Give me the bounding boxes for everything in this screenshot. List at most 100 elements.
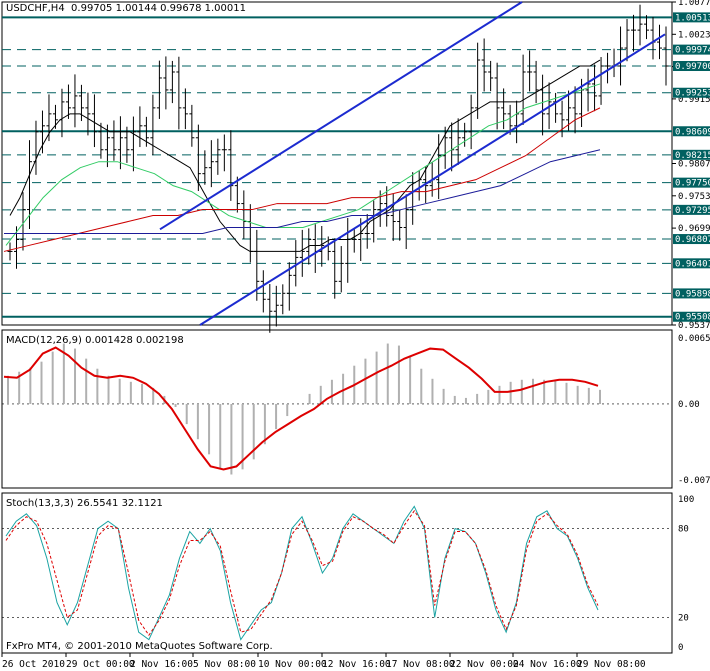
price-bar — [247, 204, 253, 263]
price-bar — [72, 74, 78, 128]
price-bar — [605, 52, 611, 84]
price-bar — [468, 94, 474, 150]
price-bar — [514, 100, 520, 144]
price-bar — [104, 124, 110, 168]
window-title-row: USDCHF,H4 0.99705 1.00144 0.99678 1.0001… — [6, 3, 246, 14]
price-bar — [644, 15, 650, 40]
price-bar — [273, 285, 279, 327]
level-label: 0.96807 — [675, 235, 710, 245]
ma-green-line — [5, 83, 601, 246]
level-box — [673, 61, 710, 72]
price-y-tick-label: 1.00770 — [678, 0, 710, 8]
ohlc-values: 0.99705 1.00144 0.99678 1.00011 — [71, 3, 246, 14]
price-bar — [215, 138, 221, 175]
level-box — [673, 288, 710, 299]
level-box — [673, 258, 710, 269]
price-bar — [124, 126, 130, 163]
price-bar — [618, 26, 624, 86]
level-box — [673, 234, 710, 245]
level-box — [673, 177, 710, 188]
level-label: 0.96401 — [675, 259, 710, 269]
channel-upper-trendline — [159, 1, 523, 231]
price-bar — [195, 124, 201, 192]
stoch-label-row: Stoch(13,3,3) 26.5541 32.1121 — [6, 498, 163, 509]
price-bar — [455, 118, 461, 165]
price-bar — [462, 122, 468, 147]
price-bar — [657, 24, 663, 60]
price-bar — [260, 270, 266, 313]
stoch-y-tick-label: 80 — [678, 525, 689, 535]
price-bar — [527, 50, 533, 92]
price-bar — [533, 60, 539, 104]
x-tick-label: 17 Nov 08:00 — [386, 659, 455, 670]
level-label: 0.98215 — [675, 151, 710, 161]
macd-name: MACD(12,26,9) — [6, 335, 82, 346]
price-bar — [156, 60, 162, 119]
price-bar — [98, 122, 104, 159]
level-box — [673, 44, 710, 55]
macd-signal-line — [3, 346, 599, 471]
level-label: 0.99700 — [675, 62, 710, 72]
stoch-name: Stoch(13,3,3) — [6, 498, 74, 509]
price-bar — [117, 116, 123, 170]
level-label: 0.95508 — [675, 313, 710, 323]
stoch-values: 26.5541 32.1121 — [77, 498, 163, 509]
price-bar — [631, 14, 637, 52]
macd-y-tick-label: -0.00755 — [678, 476, 710, 486]
price-bar — [572, 86, 578, 134]
ma-blue-line — [4, 149, 601, 234]
symbol-title: USDCHF,H4 — [6, 3, 65, 14]
price-bar — [137, 106, 143, 148]
stoch-y-tick-label: 100 — [678, 495, 694, 505]
price-bar — [592, 64, 598, 112]
price-bar — [59, 88, 65, 138]
level-box — [673, 149, 710, 160]
stoch-main-line — [5, 505, 599, 641]
price-bar — [507, 104, 513, 135]
channel-lower-trendline — [199, 33, 666, 326]
x-tick-label: 29 Oct 00:00 — [66, 659, 135, 670]
price-bar — [332, 238, 338, 299]
stoch-y-tick-label: 20 — [678, 613, 689, 623]
price-bar — [384, 186, 390, 227]
level-box — [673, 87, 710, 98]
x-tick-label: 5 Nov 08:00 — [193, 659, 256, 670]
price-bar — [611, 48, 617, 78]
price-bar — [208, 140, 214, 188]
level-label: 0.97295 — [675, 206, 710, 216]
price-bar — [312, 224, 318, 273]
level-box — [673, 204, 710, 215]
price-bar — [449, 122, 455, 172]
price-bar — [163, 56, 169, 110]
price-bar — [624, 19, 630, 62]
price-bar — [299, 229, 305, 277]
price-bar — [65, 84, 71, 119]
price-bar — [20, 192, 26, 251]
price-bar — [280, 284, 286, 315]
price-bar — [540, 74, 546, 136]
price-bar — [390, 194, 396, 241]
ma-red-line — [3, 107, 601, 252]
x-tick-label: 2 Nov 16:00 — [130, 659, 193, 670]
level-label: 0.97750 — [675, 179, 710, 189]
price-bar — [559, 100, 565, 138]
price-bar — [416, 170, 422, 201]
price-bar — [85, 92, 91, 136]
price-bar — [182, 88, 188, 130]
price-bar — [267, 284, 273, 333]
price-bar — [442, 126, 448, 169]
x-tick-label: 10 Nov 00:00 — [258, 659, 327, 670]
x-tick-label: 29 Nov 08:00 — [577, 659, 646, 670]
price-bar — [345, 217, 351, 283]
price-bar — [189, 104, 195, 147]
price-bar — [475, 42, 481, 119]
price-bar — [293, 240, 299, 287]
level-label: 0.99253 — [675, 89, 710, 99]
price-bar — [410, 172, 416, 225]
price-bar — [338, 246, 344, 293]
price-bar — [33, 120, 39, 175]
